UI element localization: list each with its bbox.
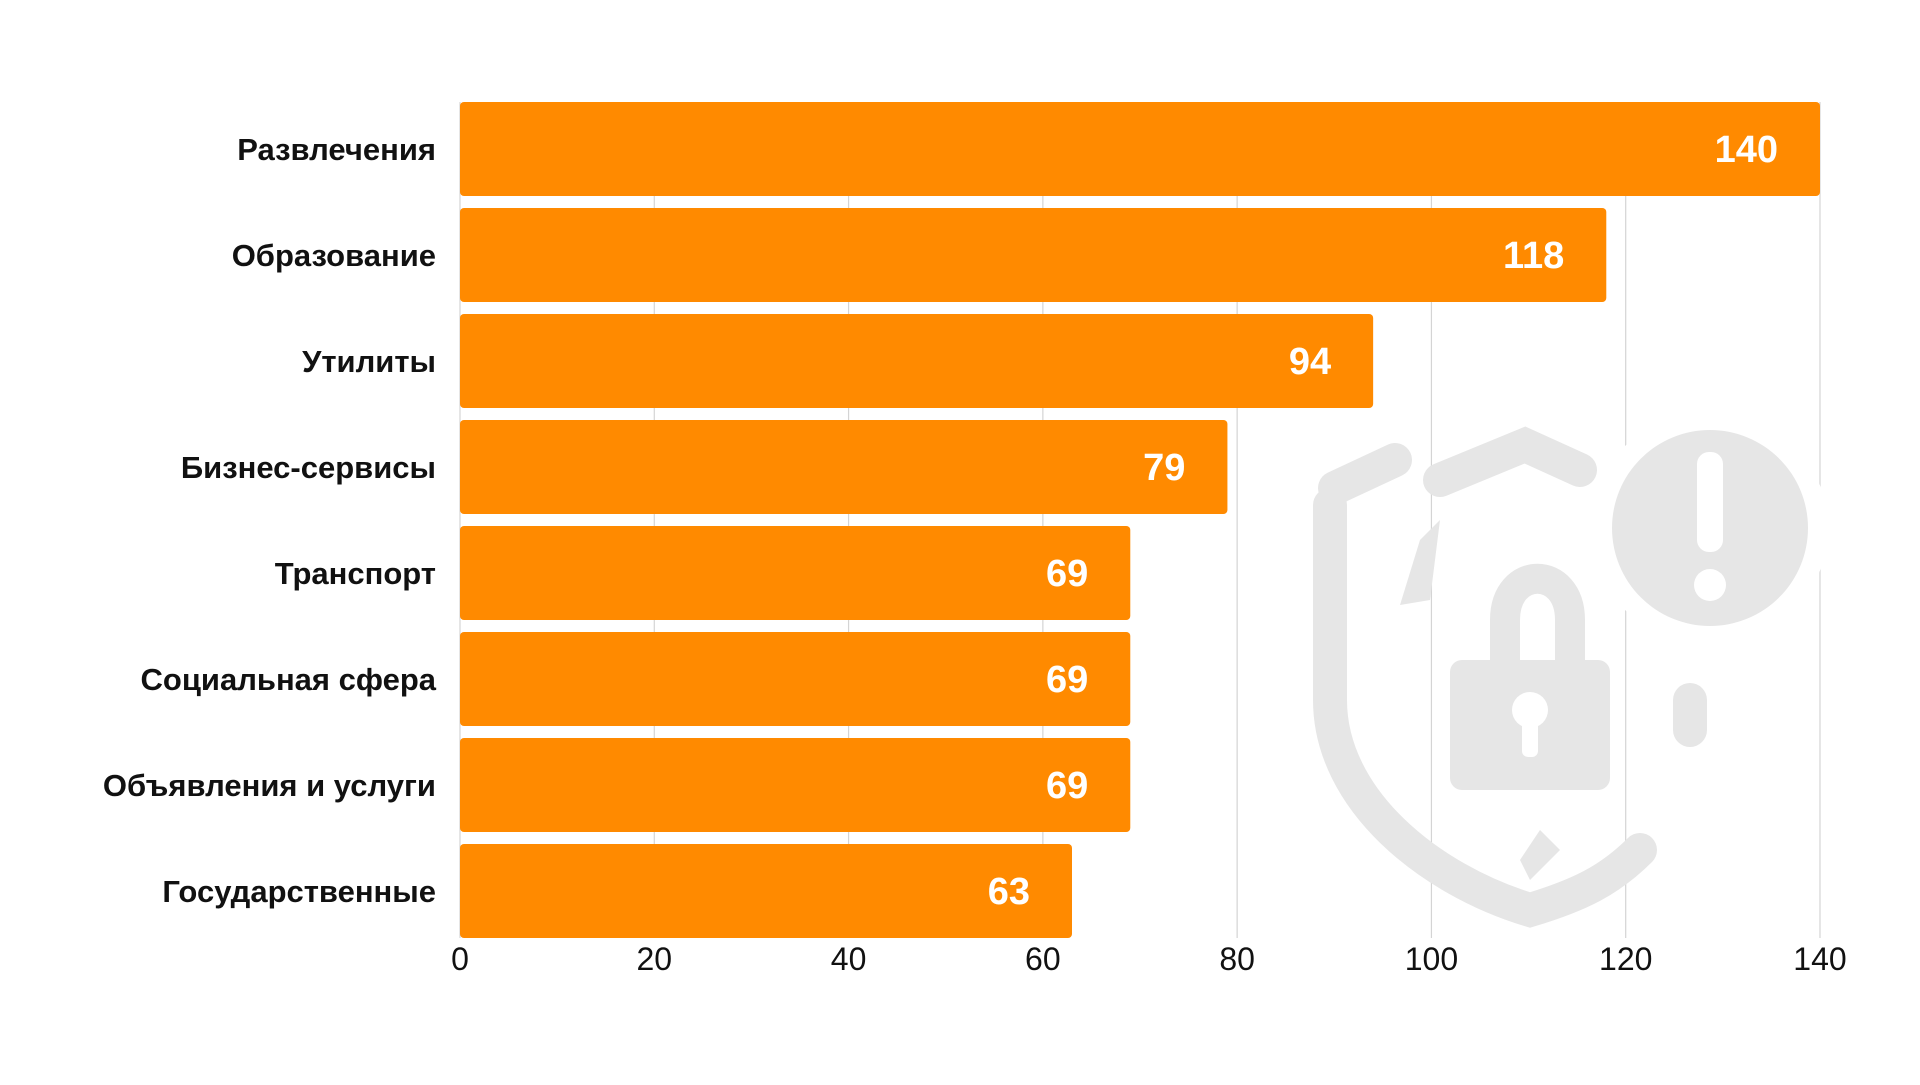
bar bbox=[460, 420, 1228, 514]
bar bbox=[460, 526, 1131, 620]
x-tick-label: 40 bbox=[831, 941, 867, 977]
category-labels: Развлечения Образование Утилиты Бизнес-серв… bbox=[103, 132, 437, 909]
data-label: 63 bbox=[988, 871, 1030, 913]
bar bbox=[460, 102, 1820, 196]
x-tick-label: 100 bbox=[1405, 941, 1458, 977]
broken-shield-padlock-warning-icon bbox=[1313, 410, 1828, 928]
data-label: 69 bbox=[1046, 553, 1088, 595]
data-label: 94 bbox=[1289, 341, 1331, 383]
category-label: Образование bbox=[232, 238, 436, 273]
category-label: Объявления и услуги bbox=[103, 768, 436, 803]
x-axis-tick-labels: 0 20 40 60 80 100 120 140 bbox=[451, 941, 1847, 977]
data-label: 118 bbox=[1503, 235, 1564, 277]
bar bbox=[460, 738, 1131, 832]
bar bbox=[460, 844, 1072, 938]
data-labels: 140 118 94 79 69 69 69 63 bbox=[988, 129, 1778, 913]
x-tick-label: 0 bbox=[451, 941, 469, 977]
x-tick-label: 80 bbox=[1219, 941, 1255, 977]
category-label: Государственные bbox=[162, 874, 436, 909]
category-label: Утилиты bbox=[302, 344, 436, 379]
category-label: Развлечения bbox=[237, 132, 436, 167]
category-label: Социальная сфера bbox=[141, 662, 437, 697]
x-tick-label: 120 bbox=[1599, 941, 1652, 977]
bar bbox=[460, 208, 1607, 302]
data-label: 69 bbox=[1046, 659, 1088, 701]
data-label: 140 bbox=[1715, 129, 1778, 171]
category-label: Транспорт bbox=[275, 556, 436, 591]
data-label: 69 bbox=[1046, 765, 1088, 807]
category-label: Бизнес-сервисы bbox=[181, 450, 436, 485]
x-tick-label: 20 bbox=[636, 941, 672, 977]
data-label: 79 bbox=[1143, 447, 1185, 489]
bars bbox=[460, 102, 1820, 938]
x-tick-label: 140 bbox=[1793, 941, 1846, 977]
x-tick-label: 60 bbox=[1025, 941, 1061, 977]
bar bbox=[460, 314, 1374, 408]
bar bbox=[460, 632, 1131, 726]
